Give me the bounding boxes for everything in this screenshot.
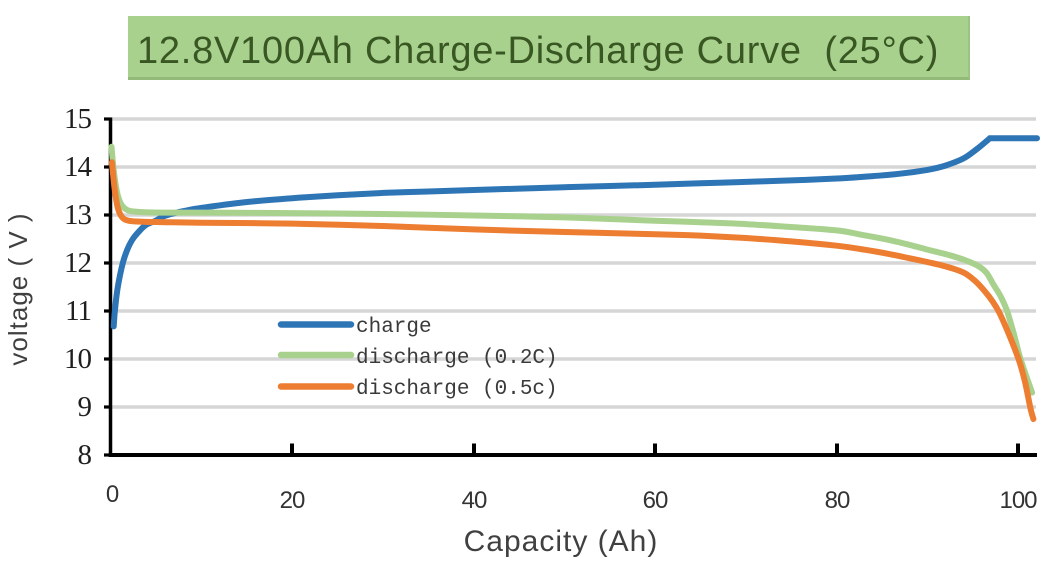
svg-text:14: 14 <box>64 151 93 183</box>
svg-text:100: 100 <box>999 487 1037 514</box>
svg-text:8: 8 <box>78 439 92 471</box>
svg-text:10: 10 <box>64 343 92 375</box>
svg-text:discharge (0.5c): discharge (0.5c) <box>356 378 558 401</box>
svg-text:Capacity (Ah): Capacity (Ah) <box>464 525 659 558</box>
svg-text:80: 80 <box>825 487 850 514</box>
svg-text:11: 11 <box>65 295 91 327</box>
svg-text:12: 12 <box>64 247 91 279</box>
svg-text:charge: charge <box>356 316 432 339</box>
svg-text:0: 0 <box>106 481 119 508</box>
svg-text:15: 15 <box>64 103 92 135</box>
svg-text:9: 9 <box>78 391 92 423</box>
svg-text:13: 13 <box>64 199 92 231</box>
svg-text:60: 60 <box>643 487 668 514</box>
svg-text:discharge (0.2C): discharge (0.2C) <box>356 347 558 370</box>
svg-text:20: 20 <box>280 487 305 514</box>
svg-text:40: 40 <box>462 487 487 514</box>
svg-text:voltage ( V ): voltage ( V ) <box>3 212 33 365</box>
